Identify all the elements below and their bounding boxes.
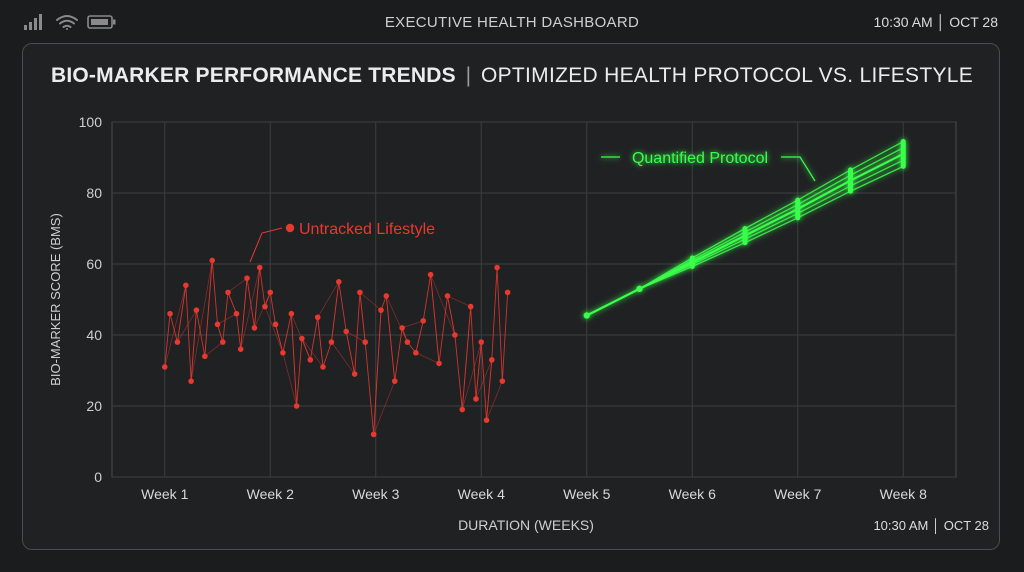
signal-icon <box>24 14 42 30</box>
lifestyle-point <box>219 339 226 345</box>
x-tick-label: Week 3 <box>352 486 399 502</box>
chart-panel: BIO-MARKER PERFORMANCE TRENDS | OPTIMIZE… <box>22 43 1000 550</box>
lifestyle-point <box>436 360 442 367</box>
lifestyle-point <box>483 417 490 424</box>
wifi-icon <box>56 15 78 30</box>
lifestyle-point <box>351 371 358 377</box>
plot-frame <box>111 121 957 478</box>
lifestyle-point <box>459 406 466 413</box>
lifestyle-point <box>404 339 411 345</box>
lifestyle-point <box>174 339 181 345</box>
lifestyle-point <box>343 328 350 335</box>
protocol-annotation: Quantified Protocol <box>601 150 816 182</box>
series-untracked-lifestyle <box>161 257 511 438</box>
dashboard-title: EXECUTIVE HEALTH DASHBOARD <box>384 14 640 31</box>
lifestyle-point <box>383 293 390 299</box>
protocol-label: Quantified Protocol <box>632 150 768 167</box>
lifestyle-point <box>288 310 295 317</box>
lifestyle-point <box>473 396 479 402</box>
status-time: 10:30 AM │ OCT 28 <box>873 14 998 30</box>
series-quantified-protocol <box>583 139 906 319</box>
y-tick-label: 100 <box>79 114 103 130</box>
footer-time: 10:30 AM │ OCT 28 <box>873 518 989 533</box>
lifestyle-point <box>233 310 240 317</box>
lifestyle-point <box>299 335 305 342</box>
lifestyle-point <box>413 349 419 356</box>
chart-title-main: BIO-MARKER PERFORMANCE TRENDS <box>51 64 456 87</box>
lifestyle-point <box>362 339 369 345</box>
lifestyle-point <box>267 289 274 296</box>
lifestyle-point <box>225 289 231 296</box>
lifestyle-point <box>391 378 398 384</box>
protocol-point <box>583 312 590 319</box>
lifestyle-point <box>452 332 458 338</box>
annotations: Untracked Lifestyle Quantified Protocol <box>249 150 816 263</box>
lifestyle-point <box>467 303 474 310</box>
x-tick-label: Week 6 <box>669 486 716 502</box>
lifestyle-point <box>489 357 495 363</box>
x-tick-label: Week 4 <box>458 486 505 502</box>
lifestyle-point <box>320 364 326 370</box>
lifestyle-point <box>209 257 216 264</box>
lifestyle-point <box>378 307 384 313</box>
lifestyle-point <box>370 431 377 438</box>
lifestyle-point <box>499 378 506 384</box>
x-tick-label: Week 2 <box>247 486 294 502</box>
x-axis-label: DURATION (WEEKS) <box>458 517 594 533</box>
lifestyle-point <box>504 289 511 296</box>
lifestyle-line-secondary <box>164 260 503 435</box>
lifestyle-point <box>328 339 335 345</box>
y-tick-label: 60 <box>86 256 102 272</box>
lifestyle-point <box>167 310 173 317</box>
axes: 0 20 40 60 80 100 Week 1 Week 2 Week 3 Week 4 Week… <box>48 114 927 533</box>
lifestyle-point <box>251 325 258 331</box>
lifestyle-leader-line <box>249 227 283 263</box>
lifestyle-point <box>427 271 434 278</box>
lifestyle-point <box>336 278 342 285</box>
lifestyle-point <box>183 282 189 289</box>
lifestyle-point <box>272 321 279 328</box>
lifestyle-point <box>193 307 200 313</box>
lifestyle-point <box>244 275 250 282</box>
lifestyle-label: Untracked Lifestyle <box>299 221 435 238</box>
lifestyle-point <box>357 289 363 296</box>
x-tick-label: Week 5 <box>563 486 610 502</box>
lifestyle-point <box>262 303 268 310</box>
lifestyle-point <box>256 264 263 271</box>
lifestyle-point <box>399 325 405 331</box>
lifestyle-point <box>202 353 208 360</box>
battery-icon <box>87 15 116 29</box>
chart-title-sub: OPTIMIZED HEALTH PROTOCOL VS. LIFESTYLE <box>480 64 974 87</box>
lifestyle-point <box>293 403 300 409</box>
chart-title-separator: | <box>465 64 472 87</box>
y-tick-label: 80 <box>86 185 102 201</box>
x-tick-label: Week 8 <box>880 486 927 502</box>
lifestyle-label-dot <box>285 223 295 233</box>
lifestyle-point <box>237 346 244 353</box>
lifestyle-point <box>161 364 168 370</box>
y-tick-label: 20 <box>86 398 102 414</box>
lifestyle-point <box>314 314 321 321</box>
y-axis-label: BIO-MARKER SCORE (BMS) <box>48 213 63 386</box>
status-icons <box>24 14 116 30</box>
lifestyle-point <box>478 339 485 345</box>
lifestyle-point <box>214 321 221 328</box>
status-bar: EXECUTIVE HEALTH DASHBOARD 10:30 AM │ OC… <box>0 0 1024 44</box>
lifestyle-point <box>444 293 451 299</box>
protocol-point <box>636 285 643 293</box>
lifestyle-point <box>188 378 194 384</box>
y-tick-label: 0 <box>94 469 102 485</box>
x-tick-label: Week 1 <box>141 486 188 502</box>
lifestyle-point <box>307 357 314 363</box>
chart-title: BIO-MARKER PERFORMANCE TRENDS | OPTIMIZE… <box>51 64 973 88</box>
lifestyle-point <box>280 349 286 356</box>
y-tick-label: 40 <box>86 327 102 343</box>
lifestyle-point <box>420 318 427 324</box>
grid <box>111 121 957 478</box>
protocol-leader-right <box>781 156 816 182</box>
x-tick-label: Week 7 <box>774 486 821 502</box>
lifestyle-point <box>494 264 500 271</box>
